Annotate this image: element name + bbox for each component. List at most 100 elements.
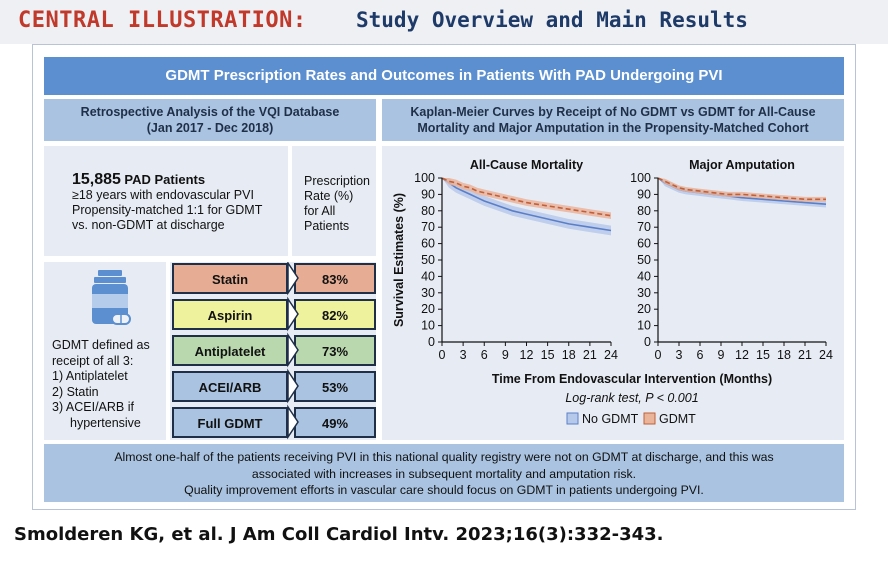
ci-band-no-gdmt (442, 178, 611, 236)
x-tick-label: 3 (676, 348, 683, 362)
right-header-line1: Kaplan-Meier Curves by Receipt of No GDM… (410, 105, 816, 119)
x-tick-label: 12 (520, 348, 534, 362)
gdmt-def-line: GDMT defined as (52, 338, 150, 352)
y-tick-label: 20 (637, 302, 651, 316)
y-tick-label: 100 (414, 171, 435, 185)
x-tick-label: 6 (481, 348, 488, 362)
pill-bottle-icon (92, 270, 131, 325)
y-tick-label: 0 (644, 335, 651, 349)
y-tick-label: 80 (637, 204, 651, 218)
log-rank-note: Log-rank test, P < 0.001 (565, 391, 698, 405)
patients-count: 15,885 (72, 171, 121, 188)
y-tick-label: 30 (421, 286, 435, 300)
rate-header-line: for All (304, 204, 336, 218)
x-tick-label: 9 (502, 348, 509, 362)
series-line-gdmt (657, 177, 826, 201)
rate-value-aspirin: 82% (294, 299, 376, 330)
y-tick-label: 10 (421, 319, 435, 333)
ci-band-gdmt (658, 178, 826, 202)
y-tick-label: 70 (637, 220, 651, 234)
y-tick-label: 90 (421, 187, 435, 201)
rate-value-antiplatelet: 73% (294, 335, 376, 366)
footer-line: Quality improvement efforts in vascular … (184, 483, 704, 497)
y-tick-label: 80 (421, 204, 435, 218)
y-tick-label: 90 (637, 187, 651, 201)
right-header-line2: Mortality and Major Amputation in the Pr… (417, 121, 809, 135)
x-tick-label: 0 (655, 348, 662, 362)
x-tick-label: 18 (562, 348, 576, 362)
rate-value-statin: 83% (294, 263, 376, 294)
x-tick-label: 15 (756, 348, 770, 362)
rate-value-full-gdmt: 49% (294, 407, 376, 438)
left-header-line2: (Jan 2017 - Dec 2018) (146, 121, 274, 135)
chart-all-cause-mortality: All-Cause Mortality010203040506070809010… (414, 158, 618, 362)
y-tick-label: 70 (421, 220, 435, 234)
x-tick-label: 21 (583, 348, 597, 362)
y-tick-label: 30 (637, 286, 651, 300)
patients-count-label: PAD Patients (124, 172, 206, 187)
rate-header-line: Patients (304, 219, 350, 233)
gdmt-def-line: receipt of all 3: (52, 353, 134, 368)
patients-line: Propensity-matched 1:1 for GDMT (72, 203, 263, 217)
rate-label-statin: Statin (172, 263, 288, 294)
series-line-gdmt (441, 177, 612, 217)
y-tick-label: 100 (630, 171, 651, 185)
y-tick-label: 10 (637, 319, 651, 333)
legend: No GDMT GDMT (566, 412, 696, 426)
connector-arrows (287, 262, 299, 440)
left-header: Retrospective Analysis of the VQI Databa… (44, 99, 376, 141)
x-tick-label: 24 (819, 348, 833, 362)
x-tick-label: 9 (718, 348, 725, 362)
right-header: Kaplan-Meier Curves by Receipt of No GDM… (382, 99, 844, 141)
y-tick-label: 50 (637, 253, 651, 267)
chart-title: Major Amputation (689, 158, 795, 172)
y-tick-label: 40 (637, 269, 651, 283)
patients-line: vs. non-GDMT at discharge (72, 218, 225, 232)
footer-summary: Almost one-half of the patients receivin… (44, 444, 844, 502)
gdmt-definition-text: GDMT defined as receipt of all 3: 1) Ant… (52, 338, 150, 431)
title-bar: CENTRAL ILLUSTRATION: Study Overview and… (0, 0, 888, 44)
citation: Smolderen KG, et al. J Am Coll Cardiol I… (14, 524, 664, 545)
patients-line: ≥18 years with endovascular PVI (72, 188, 254, 202)
rate-label-aspirin: Aspirin (172, 299, 288, 330)
x-tick-label: 12 (735, 348, 749, 362)
left-header-line1: Retrospective Analysis of the VQI Databa… (80, 105, 340, 119)
y-tick-label: 60 (637, 237, 651, 251)
title-lead: CENTRAL ILLUSTRATION: (18, 8, 307, 33)
series-line-no-gdmt (441, 177, 612, 232)
rate-header-line: Prescription (304, 174, 370, 188)
gdmt-def-line: 1) Antiplatelet (52, 369, 128, 383)
y-tick-label: 60 (421, 237, 435, 251)
y-tick-label: 50 (421, 253, 435, 267)
rate-value-acei-arb: 53% (294, 371, 376, 402)
rate-label-antiplatelet: Antiplatelet (172, 335, 288, 366)
y-tick-label: 40 (421, 269, 435, 283)
rate-header-box: Prescription Rate (%) for All Patients (292, 146, 376, 256)
x-axis-label: Time From Endovascular Intervention (Mon… (492, 372, 772, 386)
legend-swatch-gdmt (643, 412, 656, 425)
kaplan-meier-charts: All-Cause Mortality010203040506070809010… (392, 158, 833, 426)
y-tick-label: 20 (421, 302, 435, 316)
banner: GDMT Prescription Rates and Outcomes in … (44, 57, 844, 95)
title-text: Study Overview and Main Results (356, 8, 748, 32)
y-axis-label: Survival Estimates (%) (392, 193, 406, 327)
gdmt-definition-box: GDMT defined as receipt of all 3: 1) Ant… (44, 262, 166, 440)
x-tick-label: 6 (697, 348, 704, 362)
footer-line: Almost one-half of the patients receivin… (114, 450, 774, 464)
x-tick-label: 24 (604, 348, 618, 362)
footer-line: associated with increases in subsequent … (251, 466, 637, 481)
rate-header-line: Rate (%) (304, 189, 354, 203)
x-tick-label: 15 (541, 348, 555, 362)
patients-count-line: 15,885 PAD Patients (72, 172, 288, 188)
gdmt-def-line: 3) ACEI/ARB if (52, 400, 134, 414)
y-tick-label: 0 (428, 335, 435, 349)
x-tick-label: 21 (798, 348, 812, 362)
ci-band-no-gdmt (658, 178, 826, 208)
rate-label-acei-arb: ACEI/ARB (172, 371, 288, 402)
patients-box: 15,885 PAD Patients ≥18 years with endov… (44, 146, 288, 256)
gdmt-def-line: 2) Statin (52, 384, 99, 399)
legend-label-no-gdmt: No GDMT (582, 412, 639, 426)
gdmt-def-line: hypertensive (70, 415, 141, 430)
x-tick-label: 3 (460, 348, 467, 362)
